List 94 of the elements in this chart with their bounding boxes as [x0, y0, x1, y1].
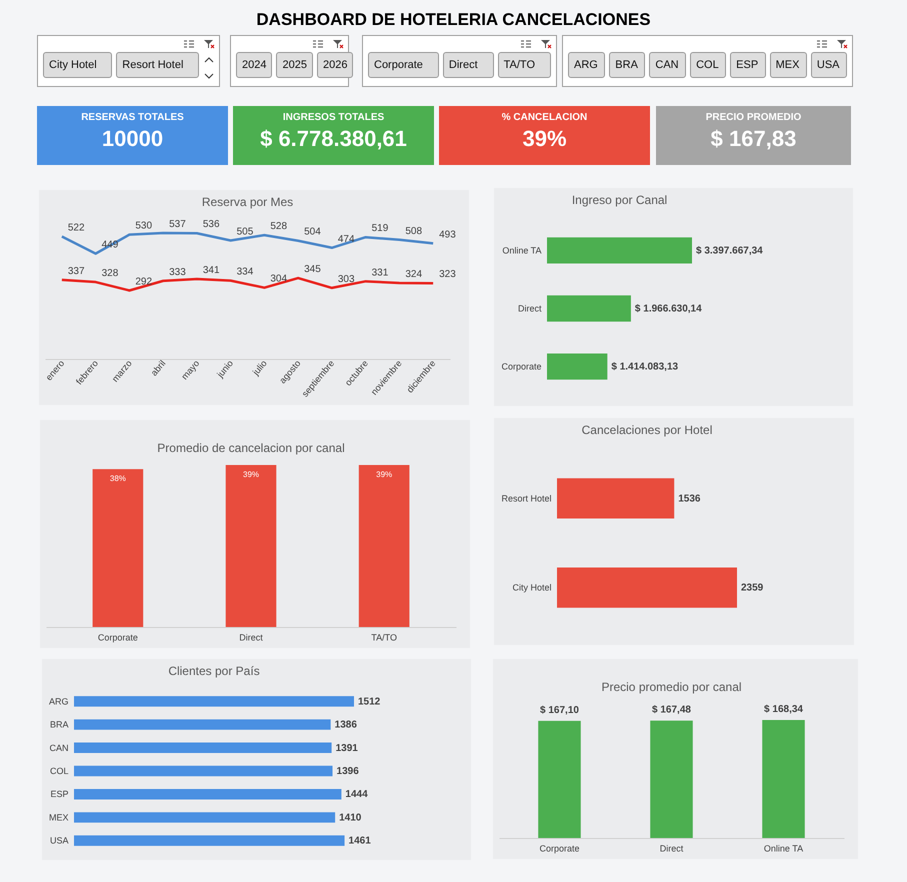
y-tick-label: Direct — [518, 304, 542, 314]
data-label: 333 — [169, 266, 186, 278]
y-tick-label: COL — [50, 766, 68, 776]
data-label: $ 167,48 — [652, 704, 692, 716]
y-tick-label: Online TA — [502, 245, 542, 256]
bar — [74, 742, 332, 754]
data-label: 1391 — [336, 742, 358, 754]
data-label: 536 — [202, 219, 220, 230]
data-label: 345 — [304, 264, 322, 276]
data-label: 493 — [439, 229, 456, 240]
text: DASHBOARD DE HOTELERIA CANCELACIONES — [255, 10, 652, 31]
x-tick-label: TA/TO — [371, 632, 397, 642]
data-label: 528 — [270, 221, 288, 232]
y-tick-label: ARG — [48, 696, 68, 706]
data-label: 334 — [236, 266, 254, 278]
data-label: 341 — [202, 264, 220, 276]
data-label: 337 — [68, 266, 85, 277]
data-label: $ 168,34 — [764, 704, 804, 715]
data-label: 522 — [68, 222, 85, 234]
bar — [74, 788, 342, 800]
text: 2025 — [276, 52, 313, 78]
bar — [74, 835, 345, 846]
data-label: 474 — [338, 234, 355, 245]
data-label: 508 — [405, 226, 422, 237]
bar — [74, 719, 331, 730]
text: PRECIO PROMEDIO — [704, 112, 802, 123]
y-tick-label: ESP — [50, 789, 68, 800]
data-label: $ 3.397.667,34 — [696, 245, 764, 256]
data-label: 328 — [102, 268, 119, 280]
text: $ 167,83 — [710, 126, 798, 152]
text: % CANCELACION — [500, 112, 588, 123]
data-label: 1396 — [336, 766, 360, 777]
bar — [74, 812, 336, 823]
chart-title: Clientes por País — [168, 664, 260, 678]
chart-title: Ingreso por Canal — [572, 193, 668, 207]
data-label: 1386 — [334, 720, 358, 731]
y-tick-label: CAN — [49, 742, 68, 753]
data-label: 505 — [236, 226, 254, 238]
data-label: 537 — [169, 219, 186, 230]
text: 39% — [521, 126, 568, 152]
text: 2024 — [236, 52, 272, 78]
chart-title: Cancelaciones por Hotel — [582, 423, 712, 437]
data-label: 304 — [270, 274, 288, 285]
bar — [74, 766, 333, 776]
data-label: 38% — [110, 474, 126, 484]
text: Resort Hotel — [116, 52, 200, 78]
chart-title: Reserva por Mes — [202, 195, 294, 209]
data-label: 324 — [405, 268, 422, 280]
text: ARG — [568, 52, 606, 78]
data-label: 39% — [242, 470, 260, 479]
data-label: 1512 — [358, 696, 381, 708]
text: 2026 — [316, 52, 354, 78]
bar — [74, 696, 354, 707]
data-label: 303 — [338, 274, 355, 285]
data-label: 331 — [372, 267, 389, 278]
y-tick-label: USA — [50, 836, 68, 846]
data-label: 504 — [304, 226, 322, 238]
data-label: 2359 — [741, 582, 764, 594]
text: 10000 — [100, 126, 164, 152]
text: INGRESOS TOTALES — [282, 112, 386, 123]
data-label: 519 — [372, 223, 389, 234]
data-label: 530 — [135, 220, 152, 232]
y-tick-label: BRA — [50, 720, 68, 730]
y-tick-label: Resort Hotel — [501, 493, 552, 504]
text: Corporate — [368, 52, 439, 78]
data-label: 323 — [439, 269, 456, 280]
x-tick-label: Corporate — [539, 844, 580, 854]
text: CAN — [649, 52, 686, 78]
text: RESERVAS TOTALES — [80, 112, 185, 123]
data-label: 39% — [376, 470, 392, 479]
data-label: 1461 — [348, 836, 372, 847]
chart-title: Promedio de cancelacion por canal — [157, 441, 345, 455]
text: USA — [810, 52, 847, 78]
x-tick-label: Direct — [660, 844, 684, 854]
x-tick-label: Direct — [239, 632, 264, 642]
data-label: $ 1.966.630,14 — [634, 304, 702, 314]
x-tick-label: Online TA — [764, 844, 804, 854]
text: Direct — [442, 52, 494, 78]
chart-title: Precio promedio por canal — [601, 680, 742, 694]
data-label: 1536 — [678, 493, 701, 504]
text: TA/TO — [498, 52, 551, 78]
data-label: $ 167,10 — [540, 704, 580, 716]
text: $ 6.778.380,61 — [259, 126, 408, 152]
x-tick-label: Corporate — [98, 632, 138, 642]
data-label: 1410 — [339, 812, 362, 824]
text: ESP — [730, 52, 766, 78]
text: MEX — [770, 52, 807, 78]
data-label: $ 1.414.083,13 — [611, 362, 679, 373]
text: COL — [690, 52, 726, 78]
y-tick-label: City Hotel — [512, 582, 552, 593]
data-label: 1444 — [345, 789, 368, 800]
data-label: 292 — [135, 276, 152, 288]
text: BRA — [609, 52, 646, 78]
y-tick-label: MEX — [48, 812, 68, 822]
